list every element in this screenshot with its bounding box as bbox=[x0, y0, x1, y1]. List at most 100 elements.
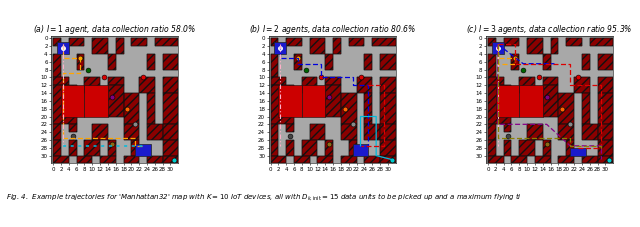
Bar bbox=[131, 38, 147, 46]
Bar bbox=[504, 124, 511, 132]
Bar bbox=[147, 93, 155, 124]
Bar bbox=[353, 144, 369, 156]
Bar bbox=[116, 38, 124, 54]
Bar bbox=[325, 140, 333, 156]
Bar bbox=[163, 156, 179, 163]
Bar bbox=[488, 85, 511, 124]
Bar bbox=[598, 93, 613, 124]
Bar bbox=[527, 124, 543, 140]
Bar bbox=[108, 54, 116, 69]
Bar bbox=[341, 93, 356, 124]
Bar bbox=[131, 140, 139, 156]
Bar bbox=[163, 93, 179, 124]
Bar bbox=[317, 156, 333, 163]
Bar bbox=[566, 140, 574, 156]
Text: Fig. 4.  Example trajectories for 'Manhattan32' map with $K = 10$ IoT devices, a: Fig. 4. Example trajectories for 'Manhat… bbox=[6, 191, 522, 202]
Bar bbox=[349, 38, 364, 46]
Bar bbox=[566, 140, 574, 156]
Bar bbox=[302, 140, 317, 156]
Bar bbox=[504, 38, 519, 46]
Bar bbox=[286, 38, 302, 46]
Bar bbox=[589, 38, 613, 46]
Bar bbox=[271, 38, 278, 46]
Bar bbox=[68, 38, 84, 46]
Bar bbox=[349, 140, 356, 156]
Bar bbox=[543, 54, 550, 69]
Bar bbox=[163, 124, 179, 140]
Bar bbox=[364, 156, 380, 163]
Bar bbox=[380, 93, 396, 124]
Bar bbox=[53, 85, 77, 124]
Bar bbox=[333, 38, 341, 54]
Bar bbox=[364, 124, 380, 140]
Bar bbox=[271, 124, 278, 140]
Bar bbox=[310, 124, 325, 140]
Bar bbox=[496, 85, 519, 116]
Bar bbox=[271, 124, 278, 140]
Bar bbox=[519, 85, 543, 116]
Bar bbox=[598, 124, 613, 140]
Bar bbox=[124, 124, 139, 140]
Bar bbox=[598, 156, 613, 163]
Bar bbox=[527, 38, 543, 54]
Bar bbox=[77, 156, 92, 163]
Bar bbox=[598, 140, 613, 156]
Bar bbox=[598, 54, 613, 69]
Bar bbox=[559, 124, 574, 140]
Bar bbox=[325, 77, 341, 85]
Bar bbox=[488, 124, 496, 140]
Bar bbox=[543, 77, 559, 85]
Bar bbox=[271, 140, 278, 156]
Bar bbox=[341, 93, 356, 124]
Bar bbox=[155, 38, 179, 46]
Bar bbox=[108, 140, 116, 156]
Bar bbox=[108, 77, 124, 85]
Bar bbox=[135, 144, 151, 156]
Bar bbox=[53, 140, 61, 156]
Bar bbox=[124, 156, 139, 163]
Bar bbox=[380, 124, 396, 140]
Bar bbox=[488, 85, 511, 124]
Bar bbox=[380, 54, 396, 69]
Bar bbox=[598, 77, 613, 93]
Bar bbox=[77, 156, 92, 163]
Bar bbox=[492, 42, 504, 54]
Bar bbox=[147, 156, 163, 163]
Bar bbox=[598, 54, 613, 69]
Bar bbox=[504, 140, 511, 156]
Bar bbox=[356, 77, 372, 93]
Bar bbox=[356, 77, 372, 93]
Bar bbox=[598, 140, 613, 156]
Bar bbox=[163, 93, 179, 124]
Bar bbox=[302, 77, 317, 93]
Bar bbox=[124, 93, 139, 124]
Bar bbox=[535, 156, 550, 163]
Bar bbox=[271, 140, 278, 156]
Bar bbox=[108, 140, 116, 156]
Bar bbox=[53, 77, 68, 85]
Bar bbox=[163, 77, 179, 93]
Bar bbox=[543, 85, 559, 116]
Bar bbox=[519, 77, 535, 93]
Bar bbox=[566, 38, 582, 46]
Bar bbox=[275, 42, 286, 54]
Bar bbox=[598, 77, 613, 93]
Bar bbox=[84, 77, 100, 93]
Bar bbox=[108, 54, 116, 69]
Bar bbox=[582, 93, 589, 124]
Bar bbox=[488, 140, 496, 156]
Bar bbox=[147, 54, 155, 69]
Bar bbox=[310, 38, 325, 54]
Bar bbox=[163, 54, 179, 69]
Bar bbox=[341, 156, 356, 163]
Bar bbox=[380, 54, 396, 69]
Bar bbox=[341, 156, 356, 163]
Bar bbox=[364, 156, 380, 163]
Bar bbox=[131, 38, 147, 46]
Bar bbox=[294, 54, 302, 69]
Bar bbox=[325, 140, 333, 156]
Bar bbox=[286, 124, 294, 132]
Bar bbox=[511, 54, 519, 69]
Bar bbox=[380, 140, 396, 156]
Bar bbox=[582, 156, 598, 163]
